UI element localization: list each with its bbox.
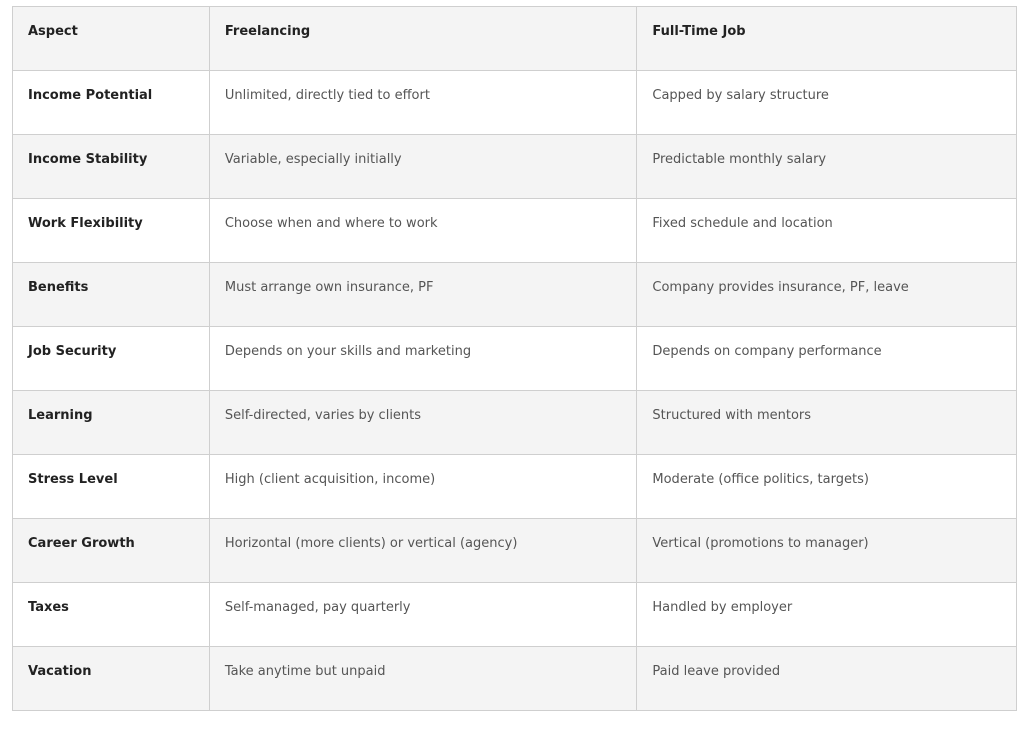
full-time-job-cell: Structured with mentors [636, 390, 1017, 455]
table-row: Income Stability Variable, especially ini… [12, 134, 1017, 199]
full-time-job-cell: Paid leave provided [636, 646, 1017, 711]
aspect-cell: Career Growth [12, 518, 210, 583]
freelancing-cell: Choose when and where to work [208, 198, 638, 263]
table-row: Work Flexibility Choose when and where to… [12, 198, 1017, 263]
table-row: Benefits Must arrange own insurance, PF Co… [12, 262, 1017, 327]
freelancing-cell: Self-managed, pay quarterly [208, 582, 638, 647]
freelancing-cell: Unlimited, directly tied to effort [208, 70, 638, 135]
aspect-cell: Vacation [12, 646, 210, 711]
aspect-cell: Work Flexibility [12, 198, 210, 263]
freelancing-cell: Variable, especially initially [208, 134, 638, 199]
freelancing-cell: Horizontal (more clients) or vertical (a… [208, 518, 638, 583]
freelancing-cell: Depends on your skills and marketing [208, 326, 638, 391]
aspect-cell: Benefits [12, 262, 210, 327]
aspect-cell: Income Stability [12, 134, 210, 199]
comparison-table: Aspect Freelancing Full-Time Job Income … [12, 6, 1017, 711]
full-time-job-cell: Capped by salary structure [636, 70, 1017, 135]
table-row: Income Potential Unlimited, directly tied… [12, 70, 1017, 135]
full-time-job-cell: Company provides insurance, PF, leave [636, 262, 1017, 327]
aspect-cell: Taxes [12, 582, 210, 647]
full-time-job-cell: Vertical (promotions to manager) [636, 518, 1017, 583]
aspect-cell: Learning [12, 390, 210, 455]
freelancing-cell: High (client acquisition, income) [208, 454, 638, 519]
freelancing-cell: Take anytime but unpaid [208, 646, 638, 711]
table-row: Career Growth Horizontal (more clients) o… [12, 518, 1017, 583]
aspect-cell: Stress Level [12, 454, 210, 519]
full-time-job-cell: Moderate (office politics, targets) [636, 454, 1017, 519]
table-row: Taxes Self-managed, pay quarterly Handled … [12, 582, 1017, 647]
freelancing-cell: Must arrange own insurance, PF [208, 262, 638, 327]
full-time-job-cell: Fixed schedule and location [636, 198, 1017, 263]
aspect-cell: Income Potential [12, 70, 210, 135]
header-freelancing: Freelancing [208, 6, 638, 71]
aspect-cell: Job Security [12, 326, 210, 391]
header-full-time-job: Full-Time Job [636, 6, 1017, 71]
full-time-job-cell: Handled by employer [636, 582, 1017, 647]
table-row: Stress Level High (client acquisition, in… [12, 454, 1017, 519]
table-row: Vacation Take anytime but unpaid Paid leav… [12, 646, 1017, 711]
full-time-job-cell: Predictable monthly salary [636, 134, 1017, 199]
table-row: Job Security Depends on your skills and m… [12, 326, 1017, 391]
header-row: Aspect Freelancing Full-Time Job [12, 6, 1017, 71]
full-time-job-cell: Depends on company performance [636, 326, 1017, 391]
table-row: Learning Self-directed, varies by clients… [12, 390, 1017, 455]
header-aspect: Aspect [12, 6, 210, 71]
freelancing-cell: Self-directed, varies by clients [208, 390, 638, 455]
